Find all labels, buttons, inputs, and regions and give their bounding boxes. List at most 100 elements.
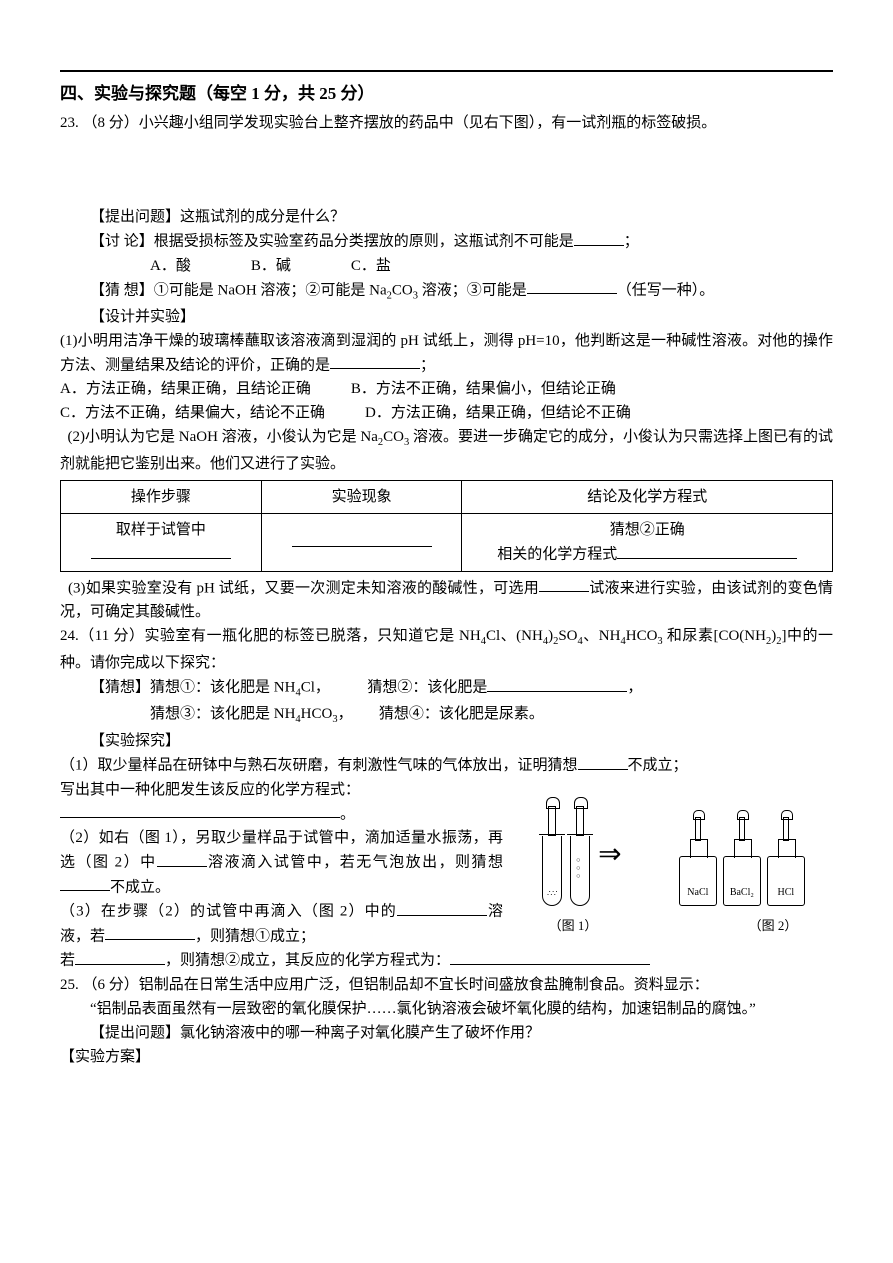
guess-c: 溶液；③可能是 xyxy=(418,282,527,298)
q23-table: 操作步骤 实验现象 结论及化学方程式 取样于试管中 猜想②正确 相关的化学方程式 xyxy=(60,480,833,572)
fig2-label: （图 2） xyxy=(749,916,798,937)
bottle2-label: BaCl₂ xyxy=(730,885,754,901)
test-tube-icon: ○○○ xyxy=(570,836,590,906)
td3: 猜想②正确 相关的化学方程式 xyxy=(462,514,833,572)
th1: 操作步骤 xyxy=(61,481,262,514)
q25-quote: “铝制品表面虽然有一层致密的氧化膜保护……氯化钠溶液会破坏氧化膜的结构，加速铝制… xyxy=(60,997,833,1021)
bottle-bacl2: BaCl₂ xyxy=(723,856,761,906)
blank xyxy=(397,899,487,916)
section-title: 四、实验与探究题（每空 1 分，共 25 分） xyxy=(60,80,833,107)
guess-label: 【猜想】 xyxy=(90,680,150,696)
bottle1-label: NaCl xyxy=(687,885,708,901)
dropper-icon xyxy=(695,817,701,841)
bubbles-icon: ○○○ xyxy=(576,856,580,880)
q23-p3: (3)如果实验室没有 pH 试纸，又要一次测定未知溶液的酸碱性，可选用试液来进行… xyxy=(60,576,833,625)
q23-options-abc: A．酸 B．碱 C．盐 xyxy=(60,254,833,278)
s2b: 溶液滴入试管中，若无气泡放出，则猜想 xyxy=(207,855,503,871)
q23-stem: 23. （8 分）小兴趣小组同学发现实验台上整齐摆放的药品中（见右下图），有一试… xyxy=(60,111,833,135)
tube-assembly-1: ∴∵ xyxy=(538,806,566,906)
fig1-group: ∴∵ ○○○ ⇒ xyxy=(538,806,625,906)
s3d: 若 xyxy=(60,953,75,969)
discuss-tail: ； xyxy=(624,234,639,250)
blank xyxy=(527,278,617,295)
blank xyxy=(487,675,627,692)
th2: 实验现象 xyxy=(261,481,462,514)
q24-guess-row1: 【猜想】猜想①：该化肥是 NH4Cl， 猜想②：该化肥是， xyxy=(60,675,833,702)
horizontal-rule xyxy=(60,70,833,72)
blank xyxy=(75,948,165,965)
opt-c: C．盐 xyxy=(351,254,391,278)
pose-text: 这瓶试剂的成分是什么？ xyxy=(180,209,345,225)
s1a: （1）取少量样品在研钵中与熟石灰研磨，有刺激性气味的气体放出，证明猜想 xyxy=(60,758,578,774)
guess-label: 【猜 想】 xyxy=(90,282,154,298)
p1-text: (1)小明用洁净干燥的玻璃棒蘸取该溶液滴到湿润的 pH 试纸上，测得 pH=10… xyxy=(60,333,833,374)
s-g: 和尿素[CO(NH xyxy=(663,628,766,644)
q23-options-row1: A．方法正确，结果正确，且结论正确 B．方法不正确，结果偏小，但结论正确 xyxy=(60,377,833,401)
q23-pose: 【提出问题】这瓶试剂的成分是什么？ xyxy=(60,205,833,229)
guess-b: CO xyxy=(392,282,413,298)
guess-a: ①可能是 NaOH 溶液；②可能是 Na xyxy=(154,282,387,298)
blank xyxy=(91,542,231,559)
pose-label: 【提出问题】 xyxy=(90,209,180,225)
td3b-row: 相关的化学方程式 xyxy=(470,542,824,567)
g1b: Cl， xyxy=(301,680,330,696)
q24-s3-cont: 若 ，则猜想②成立，其反应的化学方程式为： xyxy=(60,948,833,973)
q23-design-label: 【设计并实验】 xyxy=(60,305,833,329)
opt-a2: A．方法正确，结果正确，且结论正确 xyxy=(60,377,311,401)
blank xyxy=(157,850,207,867)
blank xyxy=(539,576,589,593)
opt-c2: C．方法不正确，结果偏大，结论不正确 xyxy=(60,401,325,425)
pose-text: 氯化钠溶液中的哪一种离子对氧化膜产生了破坏作用？ xyxy=(180,1025,540,1041)
blank xyxy=(60,802,340,819)
g2a: 猜想②：该化肥是 xyxy=(367,680,487,696)
q25-stem: 25. （6 分）铝制品在日常生活中应用广泛，但铝制品却不宜长时间盛放食盐腌制食… xyxy=(60,973,833,997)
opt-a: A．酸 xyxy=(150,254,191,278)
q23-p1: (1)小明用洁净干燥的玻璃棒蘸取该溶液滴到湿润的 pH 试纸上，测得 pH=10… xyxy=(60,329,833,378)
th3: 结论及化学方程式 xyxy=(462,481,833,514)
test-tube-icon: ∴∵ xyxy=(542,836,562,906)
dropper-icon xyxy=(576,806,584,836)
s-e: 、NH xyxy=(583,628,621,644)
blank xyxy=(578,753,628,770)
s3a: （3）在步骤（2）的试管中再滴入（图 2）中的 xyxy=(60,904,397,920)
blank xyxy=(450,948,650,965)
bottle-hcl: HCl xyxy=(767,856,805,906)
s2c: 不成立。 xyxy=(110,879,170,895)
g1a: 猜想①：该化肥是 NH xyxy=(150,680,295,696)
s3e: ，则猜想②成立，其反应的化学方程式为： xyxy=(165,953,450,969)
q23-options-row2: C．方法不正确，结果偏大，结论不正确 D．方法正确，结果正确，但结论不正确 xyxy=(60,401,833,425)
blank xyxy=(330,353,420,370)
particles-icon: ∴∵ xyxy=(547,888,557,901)
g3a: 猜想③：该化肥是 NH xyxy=(150,706,295,722)
q23-p2: (2)小明认为它是 NaOH 溶液，小俊认为它是 Na2CO3 溶液。要进一步确… xyxy=(60,425,833,476)
s1d: 。 xyxy=(340,806,355,822)
discuss-label: 【讨 论】 xyxy=(90,234,154,250)
fig2-group: NaCl BaCl₂ HCl xyxy=(676,856,808,906)
s-a: 24.（11 分）实验室有一瓶化肥的标签已脱落，只知道它是 NH xyxy=(60,628,481,644)
q25-pose: 【提出问题】氯化钠溶液中的哪一种离子对氧化膜产生了破坏作用？ xyxy=(60,1021,833,1045)
pose-label: 【提出问题】 xyxy=(90,1025,180,1041)
bottle-nacl: NaCl xyxy=(679,856,717,906)
g2b: ， xyxy=(627,680,642,696)
td1: 取样于试管中 xyxy=(61,514,262,572)
s1c: 写出其中一种化肥发生该反应的化学方程式： xyxy=(60,782,360,798)
q24-stem: 24.（11 分）实验室有一瓶化肥的标签已脱落，只知道它是 NH4Cl、(NH4… xyxy=(60,624,833,675)
td3b: 相关的化学方程式 xyxy=(497,547,617,563)
dropper-icon xyxy=(548,806,556,836)
blank xyxy=(292,530,432,547)
td1-text: 取样于试管中 xyxy=(69,518,253,542)
q24-s1: （1）取少量样品在研钵中与熟石灰研磨，有刺激性气味的气体放出，证明猜想不成立； xyxy=(60,753,833,778)
s3c: ，则猜想①成立； xyxy=(195,928,315,944)
s-b: Cl、(NH xyxy=(486,628,543,644)
blank xyxy=(60,875,110,892)
td3a: 猜想②正确 xyxy=(470,518,824,542)
s-d: SO xyxy=(558,628,577,644)
blank xyxy=(574,229,624,246)
dropper-icon xyxy=(739,817,745,841)
opt-d2: D．方法正确，结果正确，但结论不正确 xyxy=(365,401,631,425)
bottle3-label: HCl xyxy=(778,885,795,901)
p2a: (2)小明认为它是 NaOH 溶液，小俊认为它是 Na xyxy=(68,429,378,445)
discuss-text: 根据受损标签及实验室药品分类摆放的原则，这瓶试剂不可能是 xyxy=(154,234,574,250)
g3c: ， xyxy=(338,706,353,722)
fig1-label: （图 1） xyxy=(549,916,598,937)
